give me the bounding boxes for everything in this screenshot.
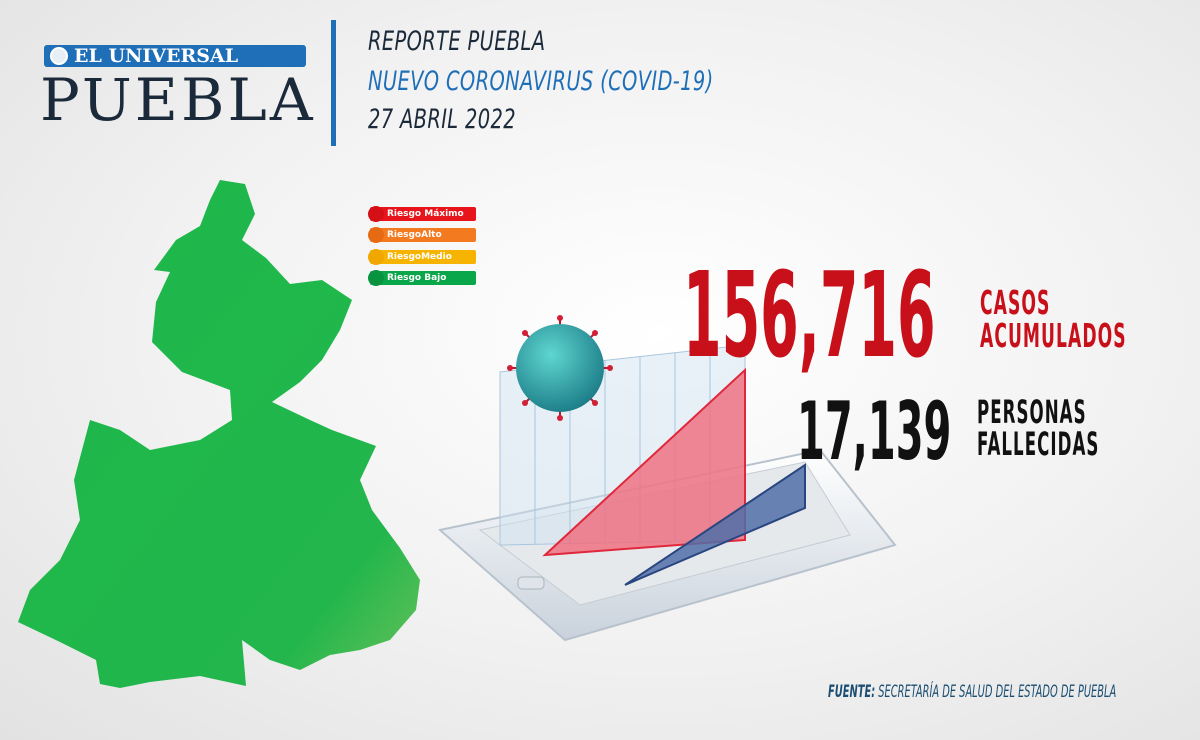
tablet-home-button — [517, 576, 545, 590]
virus-icon — [507, 315, 613, 421]
deaths-triangle — [624, 463, 806, 586]
source-footer: FUENTE: SECRETARÍA DE SALUD DEL ESTADO D… — [828, 682, 1116, 702]
cases-label-2: ACUMULADOS — [980, 316, 1127, 355]
source-prefix: FUENTE: — [828, 682, 876, 702]
logo-puebla: PUEBLA — [40, 66, 316, 134]
source-text: SECRETARÍA DE SALUD DEL ESTADO DE PUEBLA — [878, 682, 1117, 702]
header-line1: REPORTE PUEBLA — [368, 26, 546, 57]
cases-triangle — [542, 367, 746, 557]
legend-riesgo-alto: RiesgoAlto — [368, 227, 476, 243]
legend-label: RiesgoMedio — [387, 252, 452, 262]
deaths-label-2: FALLECIDAS — [977, 425, 1100, 463]
legend-riesgo-bajo: Riesgo Bajo — [368, 270, 476, 286]
legend-label: Riesgo Máximo — [387, 209, 464, 219]
cases-label-1: CASOS — [980, 283, 1051, 322]
deaths-label-1: PERSONAS — [977, 393, 1087, 431]
red-dot-icon — [368, 206, 384, 222]
legend-riesgo-medio: RiesgoMedio — [368, 249, 476, 265]
puebla-state-map — [18, 180, 420, 688]
legend-label: RiesgoAlto — [387, 230, 442, 240]
logo-el-universal: EL UNIVERSAL — [44, 45, 306, 67]
logo-top-text: EL UNIVERSAL — [74, 45, 239, 67]
globe-icon — [50, 47, 68, 65]
header-line2: NUEVO CORONAVIRUS (COVID-19) — [368, 66, 714, 97]
legend-riesgo-maximo: Riesgo Máximo — [368, 206, 476, 222]
green-dot-icon — [368, 270, 384, 286]
legend-label: Riesgo Bajo — [387, 273, 447, 283]
yellow-dot-icon — [368, 249, 384, 265]
orange-dot-icon — [368, 227, 384, 243]
header-date: 27 ABRIL 2022 — [368, 104, 516, 135]
cases-value: 156,716 — [683, 246, 936, 384]
divider — [331, 20, 336, 146]
deaths-value: 17,139 — [797, 385, 952, 478]
